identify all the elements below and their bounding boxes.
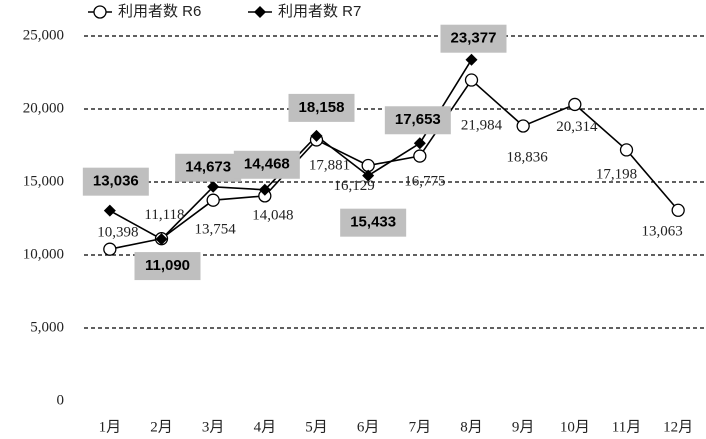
value-label: 23,377 bbox=[451, 30, 497, 47]
point bbox=[155, 233, 168, 246]
point bbox=[619, 143, 634, 157]
x-tick-label: 8月 bbox=[460, 419, 483, 435]
value-label: 16,129 bbox=[334, 178, 375, 194]
y-tick-label: 15,000 bbox=[23, 173, 64, 189]
value-label: 14,468 bbox=[244, 156, 290, 173]
point bbox=[103, 242, 117, 256]
value-label: 17,653 bbox=[395, 111, 441, 128]
x-tick-label: 1月 bbox=[99, 419, 122, 435]
point bbox=[362, 169, 375, 182]
value-label: 18,158 bbox=[299, 99, 345, 116]
value-label-box bbox=[175, 153, 242, 182]
value-label: 11,118 bbox=[144, 207, 184, 223]
x-tick-label: 6月 bbox=[357, 419, 380, 435]
point bbox=[413, 137, 426, 150]
x-tick-label: 10月 bbox=[560, 419, 590, 435]
point bbox=[516, 119, 530, 133]
point bbox=[568, 97, 582, 112]
value-label: 11,090 bbox=[145, 257, 190, 274]
series-line bbox=[109, 78, 679, 250]
point bbox=[464, 73, 479, 87]
x-tick-label: 7月 bbox=[409, 419, 432, 435]
x-tick-label: 12月 bbox=[663, 419, 693, 435]
x-tick-label: 4月 bbox=[254, 419, 277, 435]
value-label: 14,673 bbox=[185, 159, 231, 176]
point bbox=[465, 53, 478, 66]
value-label-box bbox=[440, 24, 507, 53]
legend-marker bbox=[93, 5, 107, 19]
value-label: 16,775 bbox=[404, 174, 445, 190]
y-tick-label: 5,000 bbox=[30, 319, 64, 335]
y-tick-label: 25,000 bbox=[23, 27, 64, 43]
value-label-box bbox=[384, 106, 451, 135]
value-label: 17,881 bbox=[309, 157, 350, 173]
x-tick-label: 5月 bbox=[305, 419, 328, 435]
point bbox=[258, 183, 271, 196]
y-tick-label: 10,000 bbox=[23, 246, 64, 262]
value-label-box bbox=[340, 208, 407, 237]
point bbox=[103, 204, 116, 217]
x-tick-label: 3月 bbox=[202, 419, 225, 435]
value-label: 14,048 bbox=[252, 207, 293, 223]
value-label-box bbox=[288, 93, 355, 122]
value-label: 21,984 bbox=[461, 117, 503, 133]
point bbox=[413, 149, 427, 163]
legend-label: 利用者数 R6 bbox=[118, 3, 201, 20]
value-label-box bbox=[233, 150, 300, 179]
x-tick-label: 9月 bbox=[512, 419, 535, 435]
value-label-box bbox=[134, 252, 201, 281]
value-label: 13,063 bbox=[642, 224, 683, 240]
value-label: 15,433 bbox=[350, 214, 396, 231]
value-label-box bbox=[82, 167, 149, 196]
point bbox=[207, 180, 220, 193]
legend-label: 利用者数 R7 bbox=[278, 3, 361, 20]
point bbox=[206, 193, 220, 207]
value-label: 10,398 bbox=[97, 225, 138, 241]
x-tick-label: 2月 bbox=[150, 419, 173, 435]
y-tick-label: 20,000 bbox=[23, 100, 64, 116]
value-label: 13,036 bbox=[93, 173, 139, 190]
point bbox=[671, 203, 685, 217]
value-label: 18,836 bbox=[507, 149, 549, 165]
y-tick-label: 0 bbox=[57, 392, 65, 408]
legend-marker bbox=[254, 6, 266, 18]
value-label: 17,198 bbox=[596, 166, 637, 182]
value-label: 13,754 bbox=[195, 222, 237, 238]
point bbox=[310, 129, 323, 142]
value-label: 20,314 bbox=[556, 119, 598, 135]
x-tick-label: 11月 bbox=[612, 419, 641, 435]
